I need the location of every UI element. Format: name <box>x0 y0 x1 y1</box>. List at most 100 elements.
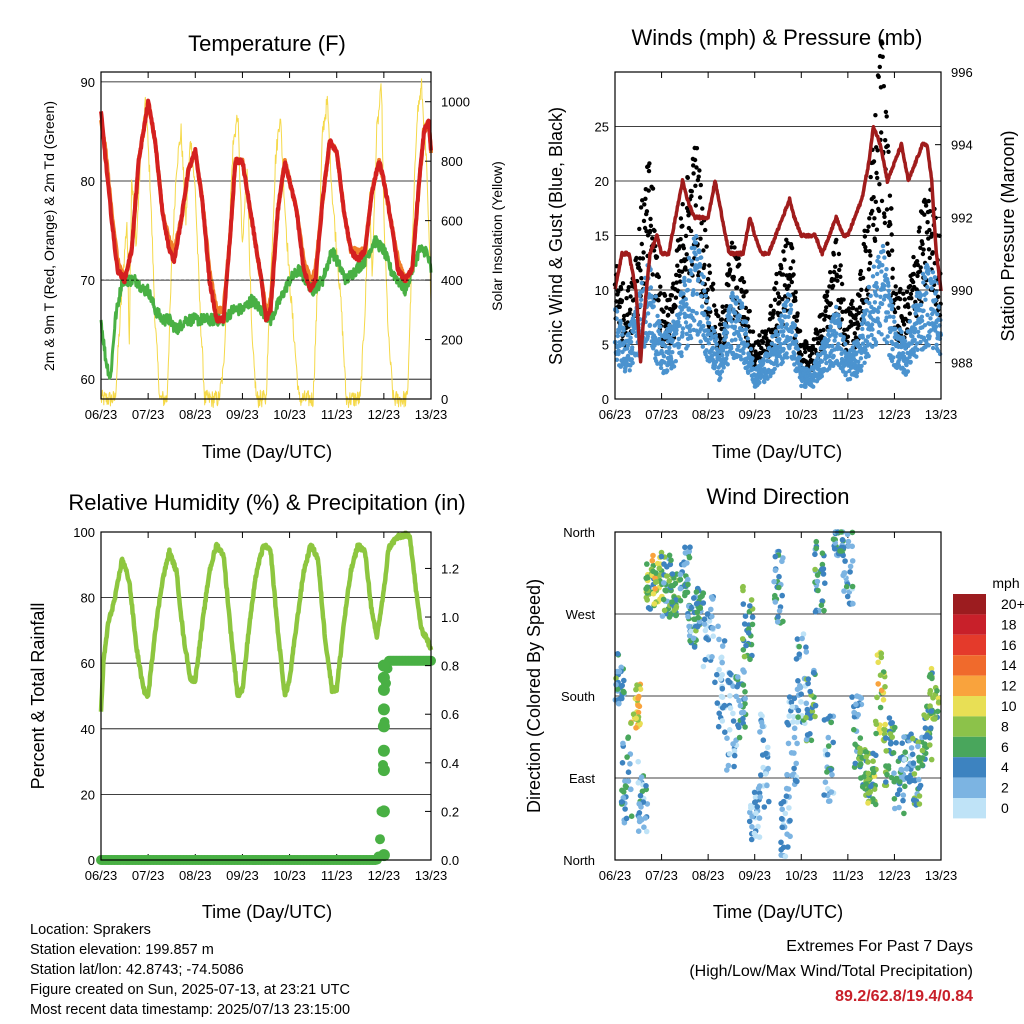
winddir-ylabel: Direction (Colored By Speed) <box>524 579 544 813</box>
gust-point <box>871 159 877 164</box>
x-tick-label: 08/23 <box>179 407 212 422</box>
direction-point <box>658 549 665 556</box>
gust-point <box>780 272 786 277</box>
direction-point <box>643 828 650 835</box>
direction-point <box>716 666 722 673</box>
direction-point <box>739 636 746 642</box>
direction-point <box>837 548 843 554</box>
gust-point <box>751 343 756 348</box>
direction-point <box>821 792 827 798</box>
direction-point <box>896 787 903 793</box>
gust-point <box>910 279 916 285</box>
wind-point <box>628 335 633 340</box>
direction-point <box>803 649 810 655</box>
gust-point <box>904 289 910 294</box>
gust-point <box>898 286 903 292</box>
gust-point <box>656 298 661 303</box>
direction-point <box>786 713 792 719</box>
wind-point <box>788 335 793 341</box>
wind-point <box>869 332 874 338</box>
wind-point <box>819 374 824 379</box>
gust-point <box>768 303 773 309</box>
colorbar: 20+ 18 16 14 12 10 8 6 4 2 0 <box>953 594 1024 819</box>
direction-point <box>812 551 818 558</box>
wind-point <box>676 336 681 342</box>
wind-point <box>868 293 873 298</box>
wind-point <box>699 304 705 309</box>
wind-point <box>934 342 939 348</box>
direction-point <box>824 751 831 758</box>
direction-point <box>736 697 742 704</box>
gust-point <box>902 297 907 302</box>
gust-point <box>737 262 742 267</box>
gust-point <box>883 138 888 143</box>
direction-point <box>820 571 827 577</box>
wind-point <box>688 335 694 341</box>
wind-point <box>741 350 746 356</box>
direction-point <box>685 581 691 588</box>
y-tick-label: North <box>563 853 595 868</box>
wind-point <box>744 319 749 325</box>
direction-point <box>791 750 797 756</box>
direction-point <box>873 752 879 759</box>
gust-point <box>695 177 701 183</box>
gust-point <box>662 293 668 298</box>
gust-point <box>673 295 679 300</box>
gust-point <box>688 228 694 234</box>
wind-point <box>927 334 932 339</box>
y-tick-label: 90 <box>81 75 95 90</box>
gust-point <box>873 199 878 204</box>
direction-point <box>915 765 921 771</box>
x-tick-label: 12/23 <box>878 407 911 422</box>
gust-point <box>684 252 689 257</box>
wind-point <box>688 323 693 328</box>
wind-point <box>702 288 707 294</box>
gust-point <box>692 157 698 163</box>
wind-point <box>886 288 891 293</box>
colorbar-swatch <box>953 594 986 615</box>
direction-point <box>786 805 792 811</box>
direction-point <box>870 758 876 764</box>
direction-point <box>865 770 872 777</box>
wind-point <box>785 298 790 303</box>
wind-point <box>682 282 688 288</box>
direction-point <box>749 824 755 830</box>
wind-point <box>684 331 689 337</box>
wind-point <box>620 332 625 337</box>
direction-point <box>644 597 650 603</box>
wind-point <box>695 257 700 262</box>
direction-point <box>709 654 715 660</box>
direction-point <box>845 538 852 545</box>
y-tick-label: South <box>561 689 595 704</box>
direction-point <box>865 800 871 806</box>
wind-point <box>727 309 732 315</box>
y2-tick-label: 988 <box>951 356 973 371</box>
direction-point <box>873 721 880 727</box>
gust-point <box>860 275 866 281</box>
wind-point <box>838 321 843 326</box>
gust-point <box>705 276 711 282</box>
wind-point <box>792 351 797 357</box>
direction-point <box>911 771 918 777</box>
gust-point <box>927 255 932 261</box>
wind-point <box>670 338 675 343</box>
gust-point <box>926 247 932 252</box>
gust-point <box>634 255 639 261</box>
wind-point <box>923 297 928 302</box>
wind-point <box>725 324 731 329</box>
gust-point <box>822 317 827 322</box>
wind-point <box>891 314 896 320</box>
direction-point <box>772 592 778 599</box>
colorbar-label: 4 <box>1001 759 1009 775</box>
gust-point <box>793 298 798 303</box>
wind-point <box>875 271 880 277</box>
direction-point <box>693 589 700 595</box>
wind-point <box>874 285 880 290</box>
direction-point <box>927 703 933 709</box>
direction-point <box>828 719 834 726</box>
direction-point <box>704 611 711 617</box>
wind-point <box>727 349 732 354</box>
direction-point <box>682 544 688 551</box>
direction-point <box>685 576 691 583</box>
gust-point <box>661 309 666 314</box>
